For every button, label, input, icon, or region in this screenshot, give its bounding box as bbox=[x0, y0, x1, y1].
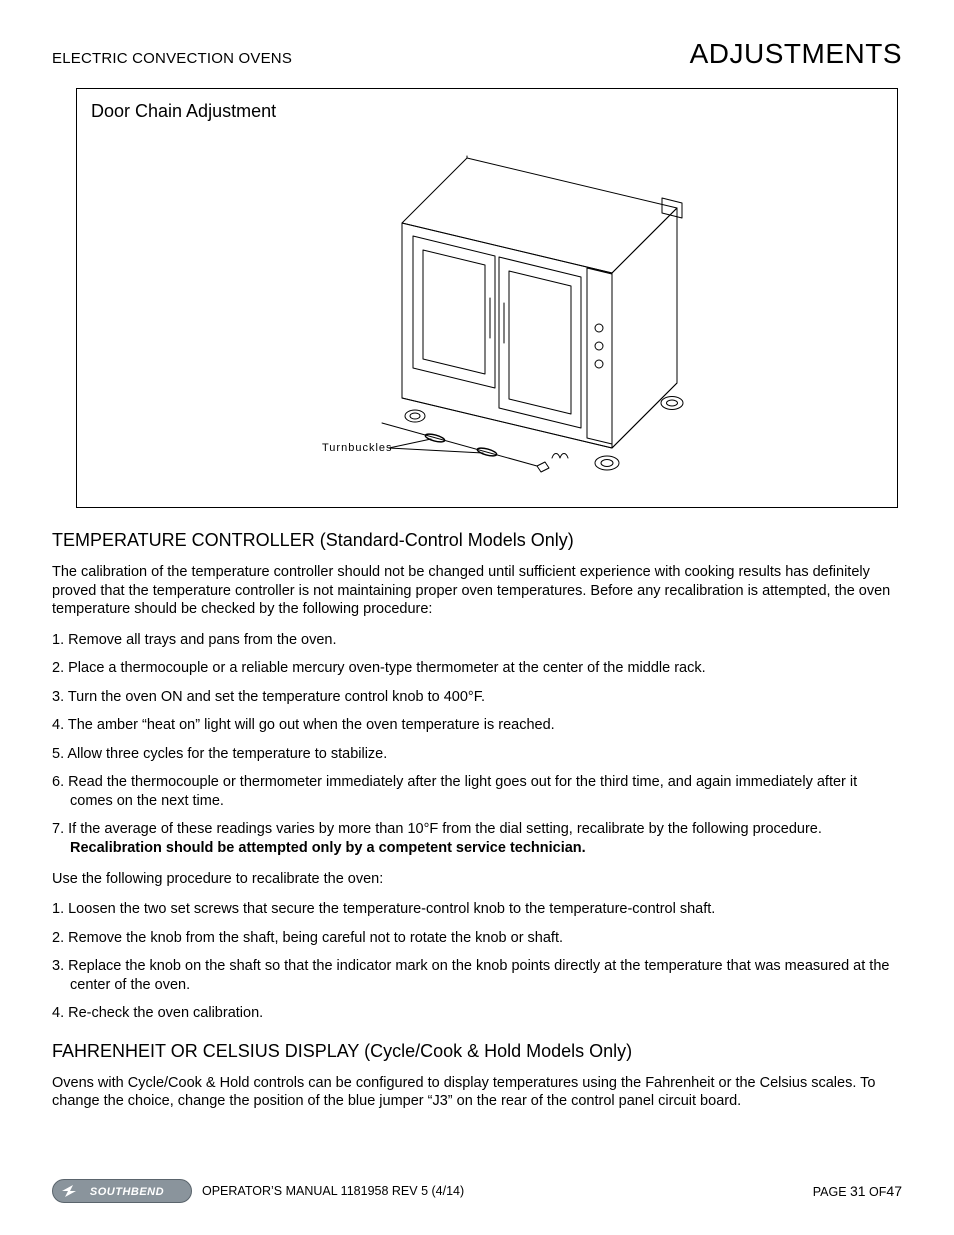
diagram-svg-wrap: Turnbuckles bbox=[91, 128, 883, 493]
recal-step: 2. Remove the knob from the shaft, being… bbox=[52, 929, 902, 948]
diagram-box: Door Chain Adjustment bbox=[76, 88, 898, 508]
check-step-7-bold: Recalibration should be attempted only b… bbox=[70, 840, 586, 856]
brand-logo: SOUTHBEND bbox=[52, 1179, 192, 1203]
recal-steps-list: 1. Loosen the two set screws that secure… bbox=[52, 900, 902, 1023]
check-step: 4. The amber “heat on” light will go out… bbox=[52, 716, 902, 735]
section-fc-body: Ovens with Cycle/Cook & Hold controls ca… bbox=[52, 1074, 902, 1111]
footer-page-suffix: OF bbox=[866, 1185, 887, 1199]
check-step: 5. Allow three cycles for the temperatur… bbox=[52, 745, 902, 764]
footer-page-prefix: PAGE bbox=[813, 1185, 850, 1199]
footer-manual-text: OPERATOR’S MANUAL 1181958 REV 5 (4/14) bbox=[202, 1184, 464, 1198]
check-step: 2. Place a thermocouple or a reliable me… bbox=[52, 659, 902, 678]
check-step: 6. Read the thermocouple or thermometer … bbox=[52, 773, 902, 810]
check-step-7: 7. If the average of these readings vari… bbox=[52, 820, 902, 857]
footer-page-total: 47 bbox=[886, 1183, 902, 1199]
recal-step: 3. Replace the knob on the shaft so that… bbox=[52, 957, 902, 994]
header-right-text: ADJUSTMENTS bbox=[690, 38, 902, 69]
svg-text:SOUTHBEND: SOUTHBEND bbox=[90, 1186, 164, 1198]
recal-step: 1. Loosen the two set screws that secure… bbox=[52, 900, 902, 919]
footer-page-info: PAGE 31 OF47 bbox=[813, 1183, 902, 1199]
check-step: 1. Remove all trays and pans from the ov… bbox=[52, 631, 902, 650]
section-temp-intro: The calibration of the temperature contr… bbox=[52, 563, 902, 619]
page-footer: SOUTHBEND OPERATOR’S MANUAL 1181958 REV … bbox=[52, 1179, 902, 1203]
header-left-text: ELECTRIC CONVECTION OVENS bbox=[52, 50, 292, 67]
recal-step: 4. Re-check the oven calibration. bbox=[52, 1004, 902, 1023]
header-left-title: ELECTRIC CONVECTION OVENS bbox=[52, 50, 292, 67]
diagram-callout-text: Turnbuckles bbox=[322, 442, 393, 454]
oven-diagram-svg: Turnbuckles bbox=[207, 128, 767, 488]
footer-left: SOUTHBEND OPERATOR’S MANUAL 1181958 REV … bbox=[52, 1179, 464, 1203]
check-steps-list: 1. Remove all trays and pans from the ov… bbox=[52, 631, 902, 858]
check-step-7-prefix: 7. If the average of these readings vari… bbox=[52, 821, 822, 837]
section-fc-title: FAHRENHEIT OR CELSIUS DISPLAY (Cycle/Coo… bbox=[52, 1041, 902, 1062]
recal-intro: Use the following procedure to recalibra… bbox=[52, 870, 902, 889]
page-header: ELECTRIC CONVECTION OVENS ADJUSTMENTS bbox=[52, 38, 902, 70]
diagram-title: Door Chain Adjustment bbox=[91, 101, 883, 122]
footer-page-num: 31 bbox=[850, 1183, 866, 1199]
header-right-title: ADJUSTMENTS bbox=[690, 38, 902, 70]
check-step: 3. Turn the oven ON and set the temperat… bbox=[52, 688, 902, 707]
section-temp-title: TEMPERATURE CONTROLLER (Standard-Control… bbox=[52, 530, 902, 551]
